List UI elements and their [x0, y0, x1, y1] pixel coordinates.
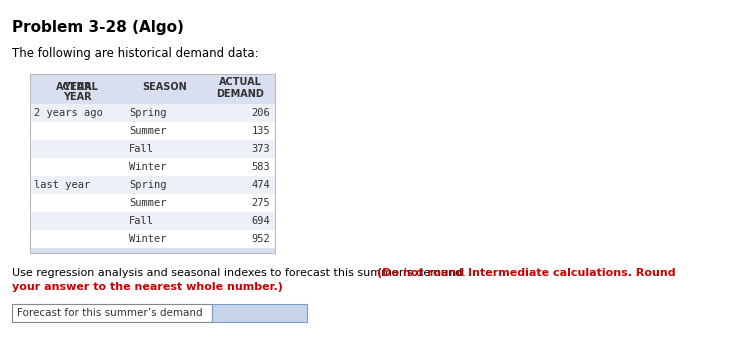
Text: 2 years ago: 2 years ago [34, 108, 103, 118]
Bar [30, 194, 275, 212]
Text: YEAR: YEAR [63, 82, 92, 92]
Bar [30, 74, 275, 104]
Text: Winter: Winter [129, 234, 167, 244]
Text: DEMAND: DEMAND [216, 89, 264, 99]
Text: (Do not round Intermediate calculations. Round: (Do not round Intermediate calculations.… [377, 268, 675, 278]
Text: Spring: Spring [129, 108, 167, 118]
Bar [30, 122, 275, 140]
Text: ACTUAL: ACTUAL [56, 82, 99, 92]
Text: Use regression analysis and seasonal indexes to forecast this summer’s demand.: Use regression analysis and seasonal ind… [12, 268, 469, 278]
Text: 206: 206 [251, 108, 270, 118]
Bar [30, 212, 275, 230]
Text: ACTUAL: ACTUAL [219, 77, 261, 87]
Text: last year: last year [34, 180, 90, 190]
Text: your answer to the nearest whole number.): your answer to the nearest whole number.… [12, 282, 283, 292]
Bar [30, 140, 275, 158]
Text: 583: 583 [251, 162, 270, 172]
Text: Problem 3-28 (Algo): Problem 3-28 (Algo) [12, 20, 184, 35]
Bar [30, 104, 275, 122]
Text: Summer: Summer [129, 126, 167, 136]
Text: Winter: Winter [129, 162, 167, 172]
Text: 373: 373 [251, 144, 270, 154]
Bar [30, 74, 275, 253]
Text: Fall: Fall [129, 144, 154, 154]
Text: Spring: Spring [129, 180, 167, 190]
Text: YEAR: YEAR [63, 92, 92, 102]
Bar [212, 304, 307, 322]
Text: 275: 275 [251, 198, 270, 208]
Text: SEASON: SEASON [143, 82, 187, 92]
Text: 135: 135 [251, 126, 270, 136]
Bar [30, 248, 275, 253]
Text: Forecast for this summer’s demand: Forecast for this summer’s demand [17, 308, 202, 318]
Text: 474: 474 [251, 180, 270, 190]
Text: 952: 952 [251, 234, 270, 244]
Text: The following are historical demand data:: The following are historical demand data… [12, 47, 258, 60]
Bar [12, 304, 212, 322]
Text: Fall: Fall [129, 216, 154, 226]
Bar [30, 176, 275, 194]
Bar [30, 158, 275, 176]
Text: Summer: Summer [129, 198, 167, 208]
Bar [30, 230, 275, 248]
Text: 694: 694 [251, 216, 270, 226]
